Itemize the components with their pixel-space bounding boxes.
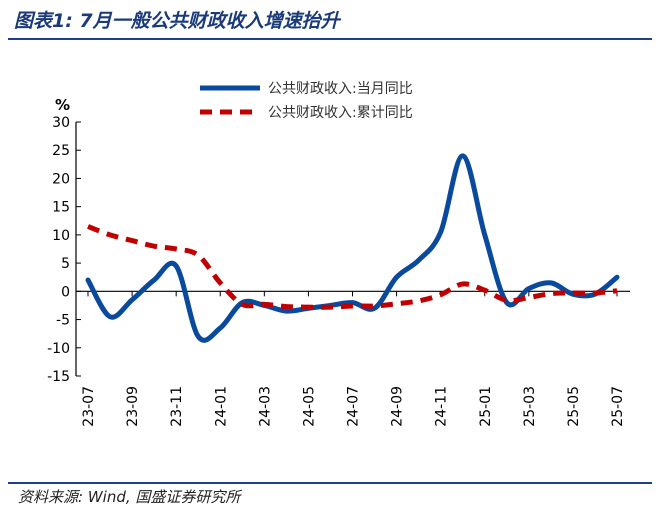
y-tick-label: -5 <box>56 313 70 329</box>
y-tick-label: -15 <box>47 369 70 385</box>
footer-divider <box>8 482 652 484</box>
x-tick-label: 23-07 <box>81 386 97 427</box>
y-tick-label: 0 <box>61 284 70 300</box>
y-tick-label: 30 <box>52 115 70 131</box>
x-tick-label: 24-01 <box>213 386 229 427</box>
y-tick-label: 25 <box>52 143 70 159</box>
y-tick-label: -10 <box>47 341 70 357</box>
source-note: 资料来源: Wind, 国盛证券研究所 <box>18 488 241 506</box>
legend-label: 公共财政收入:累计同比 <box>268 105 413 121</box>
x-tick-label: 25-07 <box>610 386 626 427</box>
x-tick-label: 24-11 <box>434 386 450 427</box>
x-tick-label: 25-03 <box>522 386 538 427</box>
y-unit-label: % <box>55 96 70 114</box>
x-tick-label: 24-07 <box>346 386 362 427</box>
y-tick-label: 20 <box>52 171 70 187</box>
x-tick-label: 23-11 <box>169 386 185 427</box>
title-divider <box>8 38 652 40</box>
x-tick-label: 24-05 <box>301 386 317 427</box>
chart-title: 图表1: 7月一般公共财政收入增速抬升 <box>14 10 340 32</box>
y-tick-label: 10 <box>52 228 70 244</box>
x-tick-label: 24-09 <box>390 386 406 427</box>
x-tick-label: 25-01 <box>478 386 494 427</box>
series-line-monthly <box>85 153 620 343</box>
x-tick-label: 25-05 <box>566 386 582 427</box>
y-tick-label: 5 <box>61 256 70 272</box>
x-tick-label: 23-09 <box>125 386 141 427</box>
legend-label: 公共财政收入:当月同比 <box>268 81 413 97</box>
series-line-cumulative <box>87 224 618 310</box>
y-tick-label: 15 <box>52 200 70 216</box>
x-tick-label: 24-03 <box>257 386 273 427</box>
